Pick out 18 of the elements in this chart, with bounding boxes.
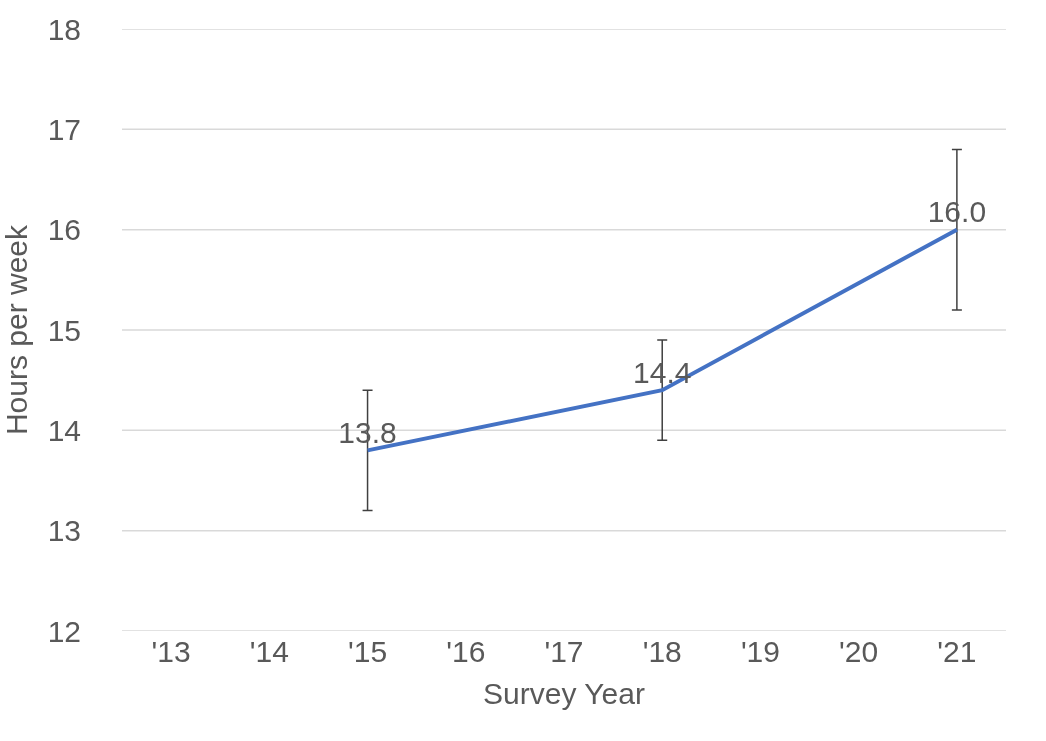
y-tick-label: 15 (47, 313, 81, 347)
x-axis-title: Survey Year (483, 676, 645, 710)
y-tick-label: 18 (47, 12, 81, 46)
y-tick-label: 14 (47, 413, 81, 447)
y-tick-label: 17 (47, 112, 81, 146)
x-tick-label: '14 (249, 635, 289, 668)
x-tick-label: '18 (642, 635, 682, 668)
x-tick-label: '17 (544, 635, 584, 668)
x-tick-label: '20 (839, 635, 879, 668)
x-tick-label: '15 (348, 635, 388, 668)
y-axis-title: Hours per week (0, 223, 33, 436)
x-tick-label: '19 (740, 635, 780, 668)
x-tick-label: '16 (446, 635, 486, 668)
x-tick-label: '13 (151, 635, 191, 668)
y-tick-label: 12 (47, 614, 81, 648)
x-tick-label: '21 (937, 635, 977, 668)
y-tick-label: 16 (47, 213, 81, 247)
y-tick-label: 13 (47, 514, 81, 548)
